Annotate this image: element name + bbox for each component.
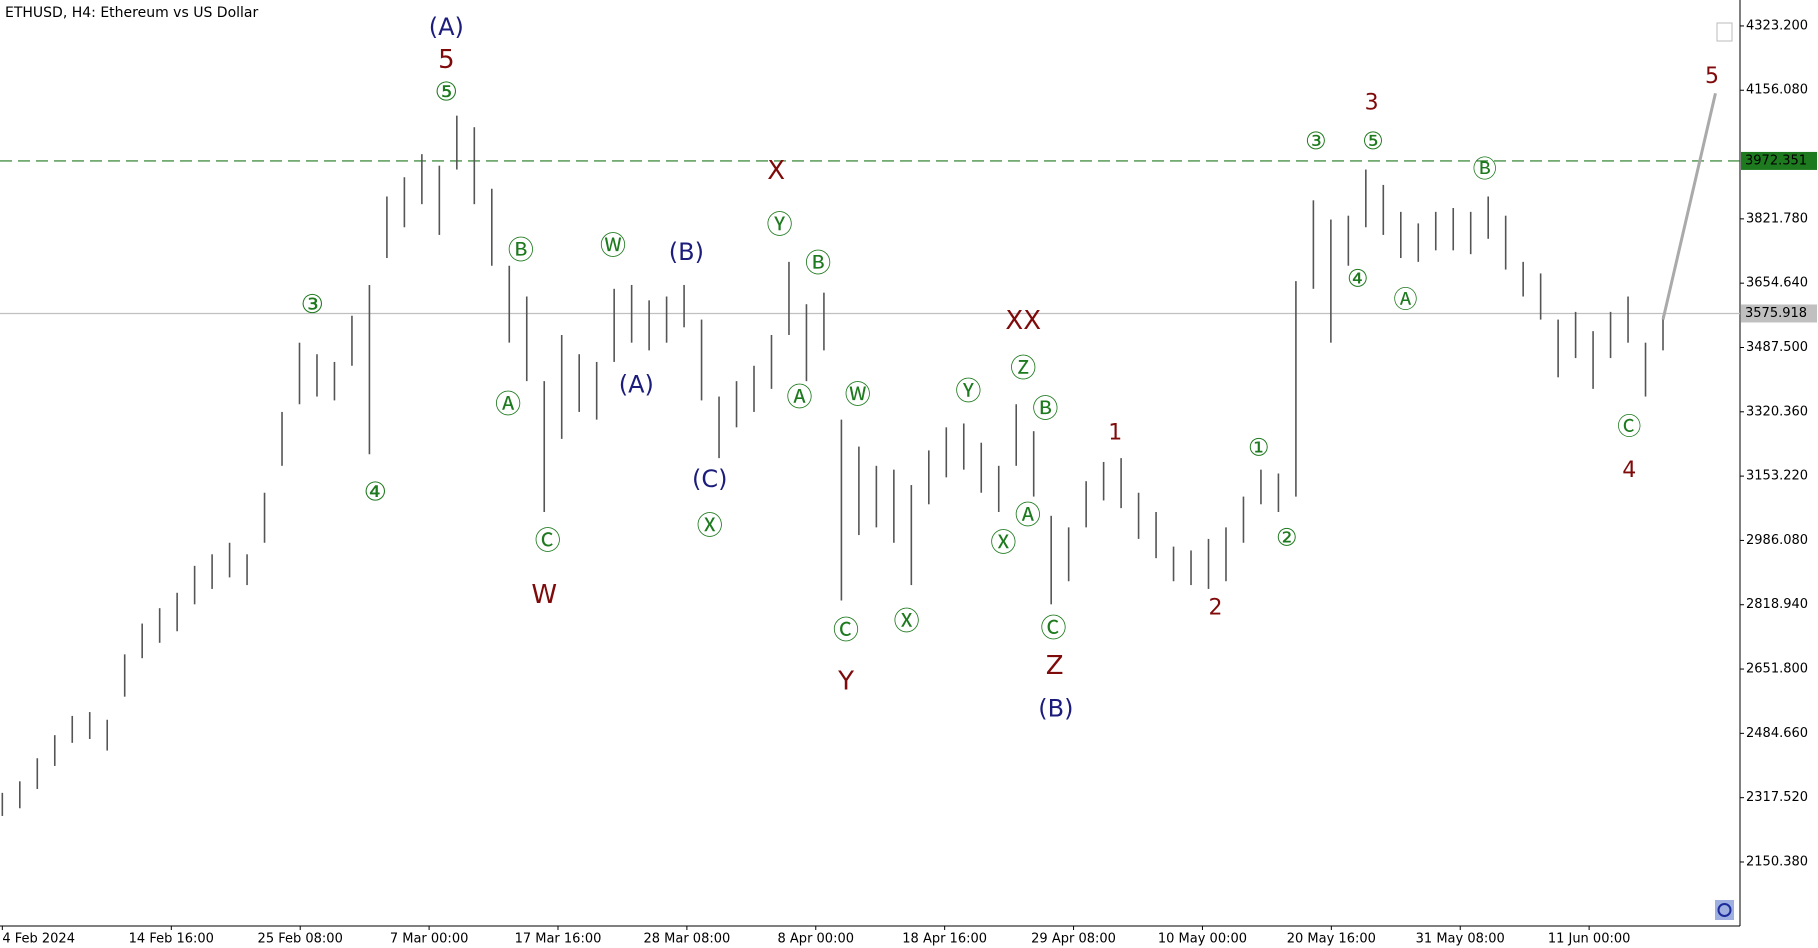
- price-level-label: 3575.918: [1745, 306, 1807, 321]
- y-tick-label: 2150.380: [1746, 854, 1808, 869]
- wave-label: ③: [1305, 127, 1327, 155]
- wave-label: ②: [1276, 523, 1298, 551]
- projection-line: [1661, 93, 1717, 320]
- y-tick-label: 3654.640: [1746, 276, 1808, 291]
- wave-label: Ⓧ: [894, 607, 920, 637]
- price-level-tag: [1741, 304, 1817, 323]
- wave-label: Ⓨ: [767, 211, 793, 241]
- price-level-label: 3972.351: [1745, 153, 1807, 168]
- wave-label: ④: [1347, 265, 1369, 293]
- wave-label: ⑤: [435, 78, 458, 108]
- wave-label: Ⓑ: [805, 249, 831, 279]
- x-tick-label: 31 May 08:00: [1416, 932, 1505, 947]
- wave-label: ④: [364, 477, 387, 507]
- wave-label: Ⓦ: [845, 381, 871, 411]
- wave-label: Ⓐ: [1393, 286, 1417, 314]
- wave-label: Ⓒ: [1617, 413, 1641, 441]
- wave-label: Y: [837, 666, 854, 696]
- wave-label: (A): [429, 13, 464, 41]
- wave-label: Ⓒ: [1040, 614, 1066, 644]
- x-tick-label: 28 Mar 08:00: [643, 932, 730, 947]
- wave-label: Ⓨ: [955, 377, 981, 407]
- y-tick-label: 3153.220: [1746, 469, 1808, 484]
- y-tick-label: 3320.360: [1746, 404, 1808, 419]
- wave-label: 2: [1208, 595, 1222, 620]
- wave-label: (C): [692, 465, 727, 493]
- x-tick-label: 7 Mar 00:00: [390, 932, 469, 947]
- wave-label: Ⓒ: [833, 616, 859, 646]
- wave-label: Ⓐ: [495, 390, 521, 420]
- wave-label: 3: [1365, 91, 1379, 116]
- wave-label: ⑤: [1362, 127, 1384, 155]
- wave-label: Ⓐ: [1015, 501, 1041, 531]
- wave-label: (B): [1038, 695, 1073, 723]
- y-tick-label: 4323.200: [1746, 18, 1808, 33]
- x-tick-label: 11 Jun 00:00: [1548, 932, 1631, 947]
- wave-label: 1: [1108, 421, 1122, 446]
- x-tick-label: 29 Apr 08:00: [1031, 932, 1116, 947]
- x-tick-label: 10 May 00:00: [1158, 932, 1247, 947]
- wave-label: 5: [438, 45, 455, 75]
- wave-label: Ⓩ: [1010, 354, 1036, 384]
- wave-label: Ⓧ: [990, 529, 1016, 559]
- y-tick-label: 2986.080: [1746, 533, 1808, 548]
- wave-label: Ⓐ: [786, 383, 812, 413]
- y-tick-label: 2317.520: [1746, 790, 1808, 805]
- wave-label: (B): [669, 238, 704, 266]
- wave-label: 5: [1705, 64, 1719, 89]
- wave-label: Z: [1046, 651, 1064, 681]
- x-tick-label: 4 Feb 2024: [2, 932, 75, 947]
- y-tick-label: 2651.800: [1746, 662, 1808, 677]
- wave-label: XX: [1005, 306, 1041, 336]
- wave-label: ③: [301, 290, 324, 320]
- wave-label: W: [531, 580, 557, 610]
- wave-label: 4: [1622, 458, 1636, 483]
- wave-label: ①: [1248, 434, 1270, 462]
- x-tick-label: 18 Apr 16:00: [902, 932, 987, 947]
- price-level-tag: [1741, 151, 1817, 170]
- x-tick-label: 25 Feb 08:00: [258, 932, 343, 947]
- wave-label: Ⓦ: [600, 232, 626, 262]
- wave-label: X: [767, 156, 785, 186]
- y-tick-label: 2484.660: [1746, 726, 1808, 741]
- y-tick-label: 4156.080: [1746, 83, 1808, 98]
- wave-label: Ⓒ: [535, 526, 561, 556]
- wave-label: Ⓑ: [1032, 395, 1058, 425]
- x-tick-label: 8 Apr 00:00: [778, 932, 855, 947]
- x-tick-label: 20 May 16:00: [1287, 932, 1376, 947]
- wave-label: Ⓑ: [1473, 155, 1497, 183]
- x-tick-label: 17 Mar 16:00: [515, 932, 602, 947]
- y-tick-label: 3487.500: [1746, 340, 1808, 355]
- chart-title: ETHUSD, H4: Ethereum vs US Dollar: [5, 5, 259, 21]
- y-tick-label: 3821.780: [1746, 211, 1808, 226]
- y-tick-label: 2818.940: [1746, 597, 1808, 612]
- tool-icon[interactable]: [1716, 22, 1733, 42]
- wave-label: Ⓑ: [508, 236, 534, 266]
- wave-label: (A): [619, 371, 654, 399]
- toggle-icon-glyph: [1717, 903, 1732, 917]
- wave-label: Ⓧ: [697, 511, 723, 541]
- x-tick-label: 14 Feb 16:00: [129, 932, 214, 947]
